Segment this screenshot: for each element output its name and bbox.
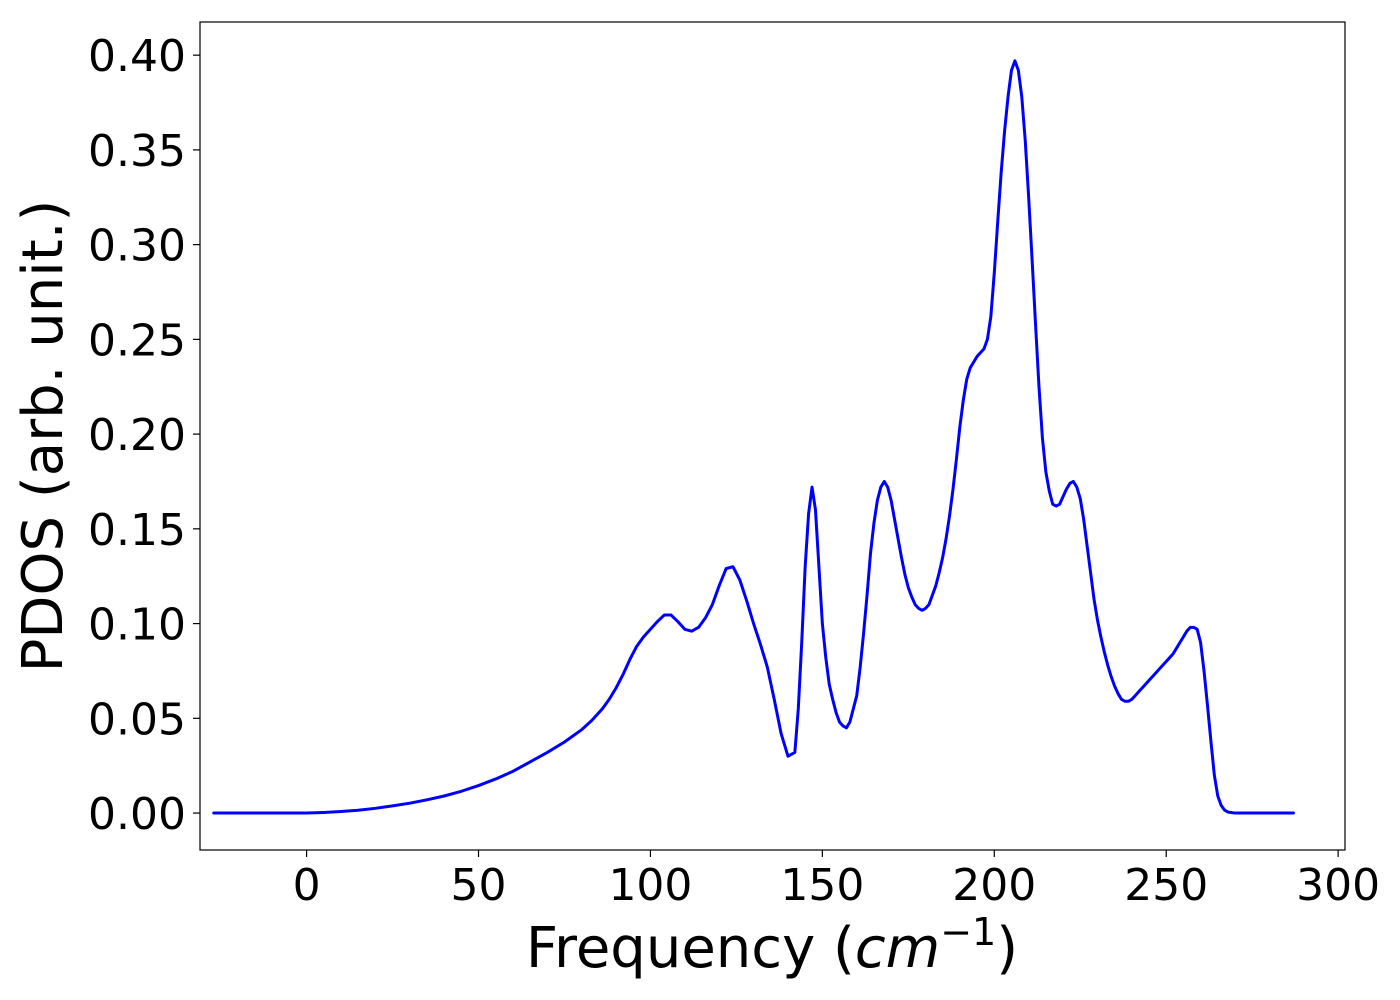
pdos-series-line xyxy=(212,59,1295,815)
y-tick-label: 0.35 xyxy=(88,126,186,177)
x-tick-label: 300 xyxy=(1296,860,1380,911)
x-axis-ticks: 0 50 100 150 200 250 300 xyxy=(293,850,1380,911)
x-tick-label: 50 xyxy=(451,860,507,911)
x-tick-label: 250 xyxy=(1124,860,1208,911)
y-axis-ticks: 0.00 0.05 0.10 0.15 0.20 0.25 0.30 0.35 0.40 xyxy=(88,31,200,840)
y-tick-label: 0.40 xyxy=(88,31,186,82)
x-tick-label: 0 xyxy=(293,860,321,911)
x-tick-label: 100 xyxy=(608,860,692,911)
x-tick-label: 150 xyxy=(780,860,864,911)
y-axis-title: PDOS (arb. unit.) xyxy=(11,200,76,673)
y-tick-label: 0.05 xyxy=(88,694,186,745)
y-tick-label: 0.25 xyxy=(88,315,186,366)
y-tick-label: 0.10 xyxy=(88,600,186,651)
x-axis-title: Frequency (cm−1) xyxy=(526,910,1018,981)
y-tick-label: 0.30 xyxy=(88,221,186,272)
y-tick-label: 0.20 xyxy=(88,410,186,461)
plot-area xyxy=(212,59,1295,815)
axes-frame xyxy=(199,21,1346,851)
y-tick-label: 0.15 xyxy=(88,505,186,556)
x-tick-label: 200 xyxy=(952,860,1036,911)
y-tick-label: 0.00 xyxy=(88,789,186,840)
